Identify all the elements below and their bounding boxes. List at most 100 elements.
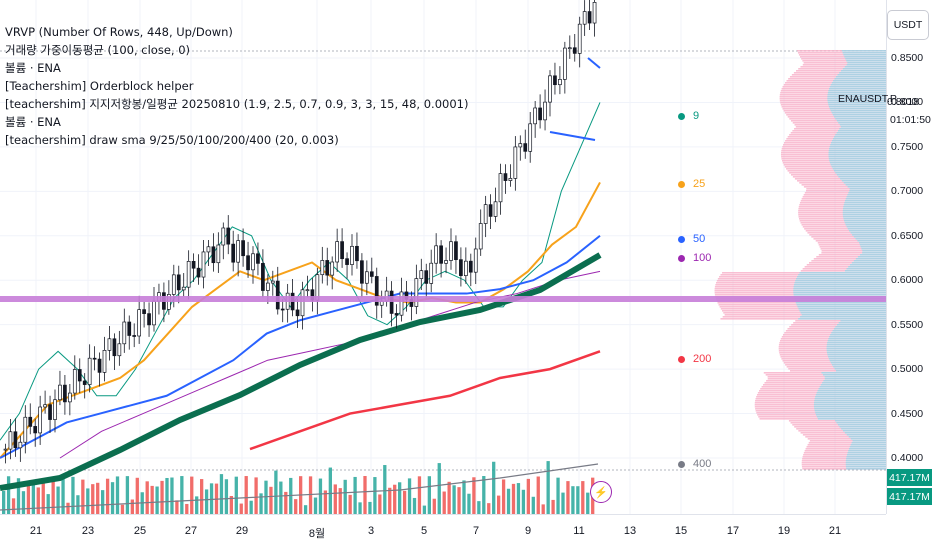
profile-bar xyxy=(848,436,886,438)
profile-bar xyxy=(798,218,886,220)
legend-item[interactable]: [Teachershim] Orderblock helper xyxy=(5,79,194,93)
legend-item[interactable]: 볼륨 · ENA xyxy=(5,115,61,129)
profile-bar xyxy=(834,78,886,80)
candle xyxy=(67,392,72,403)
profile-bar xyxy=(842,212,886,214)
price-axis[interactable]: 0.8500 0.8000 0.7500 0.7000 0.6500 0.6000 0.55… xyxy=(886,0,932,514)
candle xyxy=(345,258,349,265)
profile-bar xyxy=(823,380,886,382)
profile-bar xyxy=(802,456,886,458)
candle xyxy=(374,276,379,306)
legend-item[interactable]: 볼륨 · ENA xyxy=(5,61,61,75)
profile-bar xyxy=(846,64,886,66)
volume-bar xyxy=(135,477,139,514)
profile-bar xyxy=(798,318,886,320)
profile-bar xyxy=(835,420,886,422)
volume-bar xyxy=(2,491,6,514)
profile-bar xyxy=(828,152,886,154)
profile-bar xyxy=(862,250,886,252)
profile-bar xyxy=(798,212,886,214)
profile-bar xyxy=(811,260,886,262)
profile-bar xyxy=(835,118,886,120)
candle xyxy=(132,335,137,337)
time-tick: 17 xyxy=(726,525,740,537)
price-chart[interactable] xyxy=(0,0,886,514)
candle xyxy=(503,173,508,181)
profile-bar xyxy=(803,454,886,456)
profile-bar xyxy=(860,246,886,248)
profile-bar xyxy=(844,220,886,222)
volume-bar xyxy=(105,478,110,514)
volume-badge: 417.17M xyxy=(887,488,932,505)
candle xyxy=(82,380,87,385)
profile-bar xyxy=(799,220,886,222)
legend-item[interactable]: [teachershim] draw sma 9/25/50/100/200/4… xyxy=(5,133,339,147)
price-tick: 0.7000 xyxy=(891,185,924,198)
candle xyxy=(335,241,339,263)
candle xyxy=(266,282,270,291)
time-tick: 19 xyxy=(777,525,791,537)
candle xyxy=(548,75,552,103)
volume-bar xyxy=(482,476,486,514)
profile-bar xyxy=(842,214,886,216)
profile-bar xyxy=(815,412,886,414)
candle xyxy=(399,291,404,316)
candle xyxy=(518,143,523,148)
volume-bar xyxy=(71,476,75,514)
price-tick: 0.4500 xyxy=(891,407,924,420)
candle xyxy=(261,263,265,291)
legend-item[interactable]: 거래량 가중이동평균 (100, close, 0) xyxy=(5,43,191,57)
currency-button[interactable]: USDT xyxy=(887,10,929,40)
volume-bar xyxy=(195,496,199,514)
lightning-icon[interactable]: ⚡ xyxy=(590,481,612,503)
profile-bar xyxy=(797,276,886,278)
profile-bar xyxy=(804,450,886,452)
legend-item[interactable]: [teachershim] 지지저항봉/일평균 20250810 (1.9, 2… xyxy=(5,97,469,111)
price-tick: 0.4000 xyxy=(891,452,924,464)
candle xyxy=(389,290,394,314)
profile-bar xyxy=(796,70,886,72)
profile-bar xyxy=(805,230,886,232)
volume-bar xyxy=(294,499,298,514)
profile-bar xyxy=(835,326,886,328)
ma-line-50 xyxy=(0,234,601,459)
volume-bar xyxy=(279,481,283,514)
candle xyxy=(201,251,206,278)
volume-bar xyxy=(200,479,204,514)
volume-bar xyxy=(383,465,387,514)
time-axis[interactable]: 21 23 25 27 29 8월 3 5 7 9 11 13 15 17 19 21 xyxy=(0,514,886,551)
candle xyxy=(117,343,122,357)
profile-bar xyxy=(843,206,886,208)
volume-bar xyxy=(209,483,214,514)
profile-bar xyxy=(842,52,886,54)
volume-bar xyxy=(6,476,11,514)
legend-item[interactable]: VRVP (Number Of Rows, 448, Up/Down) xyxy=(5,25,233,39)
profile-bar xyxy=(843,182,886,184)
profile-bar xyxy=(816,416,886,418)
profile-bar xyxy=(843,54,886,56)
profile-bar xyxy=(830,144,886,146)
profile-bar xyxy=(802,226,886,228)
profile-bar xyxy=(830,362,886,364)
profile-bar xyxy=(813,404,886,406)
profile-bar xyxy=(833,80,886,82)
profile-bar xyxy=(798,54,886,56)
profile-bar xyxy=(801,224,886,226)
profile-bar xyxy=(795,280,886,282)
profile-bar xyxy=(815,396,886,398)
candle xyxy=(176,274,181,291)
candle xyxy=(112,338,117,357)
profile-bar xyxy=(846,468,886,470)
profile-bar xyxy=(842,208,886,210)
profile-bar xyxy=(859,244,886,246)
volume-bar xyxy=(402,490,407,514)
volume-bar xyxy=(110,482,115,514)
profile-bar xyxy=(826,344,886,346)
candle xyxy=(97,358,102,373)
profile-bar xyxy=(849,188,886,190)
volume-profile xyxy=(714,50,886,470)
profile-bar xyxy=(827,354,886,356)
candle xyxy=(587,11,592,24)
volume-bar xyxy=(586,492,590,514)
profile-bar xyxy=(828,88,886,90)
